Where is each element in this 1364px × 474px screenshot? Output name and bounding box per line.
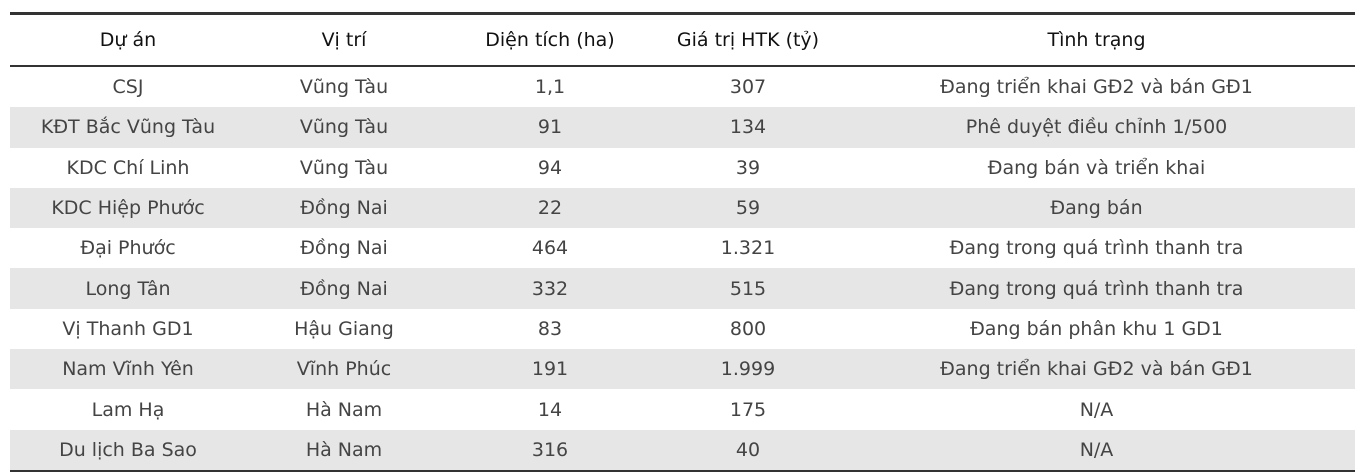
table-cell: 1.321 — [720, 237, 776, 260]
table-cell: Hậu Giang — [294, 317, 394, 340]
table-cell: Hà Nam — [305, 398, 383, 421]
table-cell: 332 — [442, 268, 658, 309]
table-cell: Lam Hạ — [91, 398, 165, 421]
table-row: Du lịch Ba Sao Hà Nam 316 40 N/A — [10, 429, 1355, 472]
table-row: KĐT Bắc Vũng Tàu Vũng Tàu 91 134 Phê duyệt đ… — [10, 107, 1355, 148]
header-cell: Dự án — [10, 12, 246, 67]
table-cell: 14 — [537, 398, 563, 421]
table-cell: KDC Hiệp Phước — [10, 187, 246, 229]
table-cell: Du lịch Ba Sao — [10, 429, 246, 472]
table-cell: Đại Phước — [80, 237, 176, 260]
table-cell: 175 — [729, 398, 767, 421]
header-cell: Tình trạng — [838, 12, 1355, 67]
header-cell: Diện tích (ha) — [442, 12, 658, 67]
table-cell: 1,1 — [534, 76, 566, 99]
table-cell: 515 — [658, 268, 838, 309]
table-cell: Đang trong quá trình thanh tra — [949, 237, 1244, 260]
table-cell: 39 — [735, 156, 761, 179]
table-row: Lam Hạ Hà Nam 14 175 N/A — [10, 389, 1355, 429]
table-cell: Đồng Nai — [246, 187, 442, 229]
table-cell: 800 — [729, 317, 767, 340]
table-cell: Vĩnh Phúc — [246, 349, 442, 390]
table-cell: 191 — [442, 349, 658, 390]
table-cell: Đang bán — [838, 187, 1355, 229]
table-cell: 40 — [658, 429, 838, 472]
table-cell: Đang trong quá trình thanh tra — [838, 268, 1355, 309]
table-cell: 1.999 — [658, 349, 838, 390]
table-cell: 91 — [442, 107, 658, 148]
table-cell: Vũng Tàu — [246, 107, 442, 148]
table-cell: Vũng Tàu — [299, 76, 389, 99]
header-cell: Vị trí — [246, 12, 442, 67]
table-cell: Đang bán và triển khai — [987, 156, 1206, 179]
table-row: Nam Vĩnh Yên Vĩnh Phúc 191 1.999 Đang triển … — [10, 349, 1355, 390]
table-cell: KDC Chí Linh — [66, 156, 190, 179]
table-row: Long Tân Đồng Nai 332 515 Đang trong quá trì… — [10, 268, 1355, 309]
table-cell: 83 — [537, 317, 563, 340]
table-cell: Đồng Nai — [246, 268, 442, 309]
table-row: Đại Phước Đồng Nai 464 1.321 Đang trong quá … — [10, 228, 1355, 268]
table-cell: 307 — [729, 76, 767, 99]
table-cell: 316 — [442, 429, 658, 472]
table-row: CSJ Vũng Tàu 1,1 307 Đang triển khai GĐ2 và … — [10, 66, 1355, 107]
header-row: Dự án Vị trí Diện tích (ha) Giá trị HTK (tỷ… — [10, 12, 1355, 67]
table-cell: Nam Vĩnh Yên — [10, 349, 246, 390]
table-cell: 134 — [658, 107, 838, 148]
table-cell: Phê duyệt điều chỉnh 1/500 — [838, 107, 1355, 148]
table-body: CSJ Vũng Tàu 1,1 307 Đang triển khai GĐ2 và … — [10, 66, 1355, 472]
table-cell: 464 — [531, 237, 569, 260]
table-cell: N/A — [838, 429, 1355, 472]
table-cell: Đang bán phân khu 1 GD1 — [970, 317, 1223, 340]
table-cell: N/A — [1079, 398, 1114, 421]
table-cell: Đang triển khai GĐ2 và bán GĐ1 — [940, 76, 1253, 99]
table-cell: Đồng Nai — [300, 237, 388, 260]
table-cell: KĐT Bắc Vũng Tàu — [10, 107, 246, 148]
table-cell: 94 — [537, 156, 563, 179]
table-cell: Đang triển khai GĐ2 và bán GĐ1 — [838, 349, 1355, 390]
table-cell: Vũng Tàu — [299, 156, 389, 179]
table-cell: 59 — [658, 187, 838, 229]
project-table: Dự án Vị trí Diện tích (ha) Giá trị HTK (tỷ… — [10, 12, 1355, 472]
table-container: Dự án Vị trí Diện tích (ha) Giá trị HTK (tỷ… — [10, 12, 1355, 472]
table-header: Dự án Vị trí Diện tích (ha) Giá trị HTK (tỷ… — [10, 12, 1355, 67]
table-cell: Long Tân — [10, 268, 246, 309]
table-row: KDC Hiệp Phước Đồng Nai 22 59 Đang bán — [10, 187, 1355, 229]
table-cell: Hà Nam — [246, 429, 442, 472]
table-cell: 22 — [442, 187, 658, 229]
header-cell: Giá trị HTK (tỷ) — [658, 12, 838, 67]
table-cell: Vị Thanh GD1 — [62, 317, 194, 340]
table-cell: CSJ — [112, 76, 144, 99]
table-row: Vị Thanh GD1 Hậu Giang 83 800 Đang bán phân … — [10, 309, 1355, 349]
table-row: KDC Chí Linh Vũng Tàu 94 39 Đang bán và triể… — [10, 148, 1355, 188]
